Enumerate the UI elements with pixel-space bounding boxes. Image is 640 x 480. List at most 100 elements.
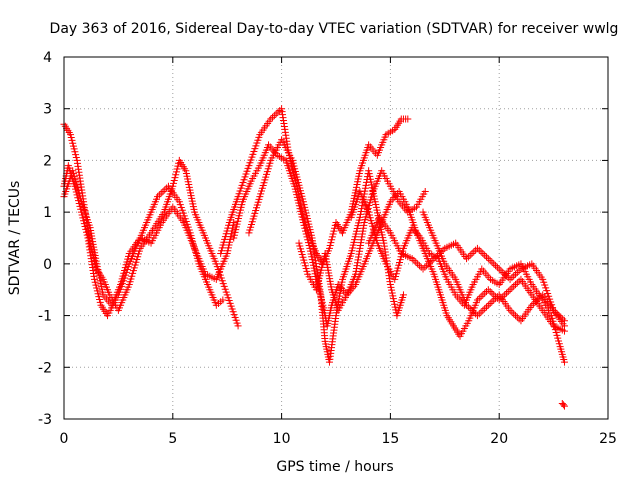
data-point (464, 253, 472, 261)
data-point (528, 301, 536, 309)
y-tick-label: -3 (38, 412, 52, 428)
x-tick-label: 15 (381, 431, 399, 447)
data-point (219, 296, 227, 304)
data-point (483, 253, 491, 261)
data-point (302, 227, 310, 235)
data-point (492, 262, 500, 270)
data-point (69, 139, 77, 147)
data-point (510, 272, 518, 280)
data-point (424, 260, 432, 268)
data-point (358, 205, 366, 213)
data-point (72, 154, 80, 162)
data-point (430, 255, 438, 263)
data-point (95, 293, 103, 301)
data-point (504, 287, 512, 295)
data-point (171, 174, 179, 182)
data-point (486, 256, 494, 264)
data-point (434, 251, 442, 259)
data-point (502, 289, 510, 297)
data-point (463, 301, 471, 309)
data-point (477, 248, 485, 256)
data-point (361, 184, 369, 192)
data-point (510, 282, 518, 290)
data-point (484, 255, 492, 263)
y-axis-ticks: -3 -2 -1 0 1 2 3 4 (38, 50, 608, 428)
data-point (172, 171, 180, 179)
x-axis-ticks: 0 5 10 15 20 25 (60, 57, 617, 447)
data-point (477, 308, 485, 316)
x-tick-label: 20 (490, 431, 508, 447)
x-tick-label: 5 (168, 431, 177, 447)
data-point (356, 213, 364, 221)
data-point (473, 244, 481, 252)
data-point (506, 275, 514, 283)
data-point (421, 187, 429, 195)
data-point (492, 294, 500, 302)
data-point (470, 248, 478, 256)
data-point (305, 241, 313, 249)
data-point (530, 300, 538, 308)
y-tick-label: 0 (43, 257, 52, 273)
y-tick-label: -1 (38, 309, 52, 325)
data-point (234, 322, 242, 330)
y-tick-label: 1 (43, 205, 52, 221)
y-tick-label: 4 (43, 50, 52, 66)
data-point (481, 251, 489, 259)
data-point (90, 275, 98, 283)
data-point (560, 402, 568, 410)
data-points (60, 105, 568, 410)
data-point (302, 230, 310, 238)
series-track-9 (365, 213, 568, 325)
data-point (421, 263, 429, 271)
data-point (96, 295, 104, 303)
y-tick-label: 2 (43, 153, 52, 169)
data-point (479, 306, 487, 314)
data-point (70, 145, 78, 153)
data-point (408, 255, 416, 263)
data-point (428, 256, 436, 264)
data-point (484, 301, 492, 309)
data-point (71, 148, 79, 156)
data-point (486, 300, 494, 308)
x-tick-label: 0 (60, 431, 69, 447)
data-point (304, 239, 312, 247)
data-point (329, 230, 337, 238)
data-point (81, 223, 89, 231)
series-isolated (558, 399, 568, 410)
data-point (466, 251, 474, 259)
plot-frame (63, 56, 609, 420)
data-point (93, 284, 101, 292)
data-point (69, 142, 77, 150)
data-point (159, 187, 167, 195)
data-point (497, 267, 505, 275)
data-point (94, 290, 102, 298)
data-point (326, 241, 334, 249)
data-point (512, 312, 520, 320)
data-point (486, 287, 494, 295)
data-point (327, 239, 335, 247)
data-point (531, 298, 539, 306)
data-point (473, 312, 481, 320)
data-point (464, 303, 472, 311)
data-point (67, 133, 75, 141)
data-point (172, 168, 180, 176)
data-point (423, 262, 431, 270)
data-point (508, 284, 516, 292)
data-point (157, 189, 165, 197)
data-point (513, 313, 521, 321)
data-point (535, 294, 543, 302)
data-point (490, 296, 498, 304)
data-point (404, 115, 412, 123)
data-point (466, 305, 474, 313)
data-point (484, 286, 492, 294)
data-point (559, 401, 567, 409)
x-tick-label: 10 (273, 431, 291, 447)
data-point (79, 214, 87, 222)
data-point (68, 136, 76, 144)
data-point (502, 272, 510, 280)
data-point (415, 262, 423, 270)
data-point (506, 286, 514, 294)
data-point (533, 296, 541, 304)
data-point (468, 250, 476, 258)
